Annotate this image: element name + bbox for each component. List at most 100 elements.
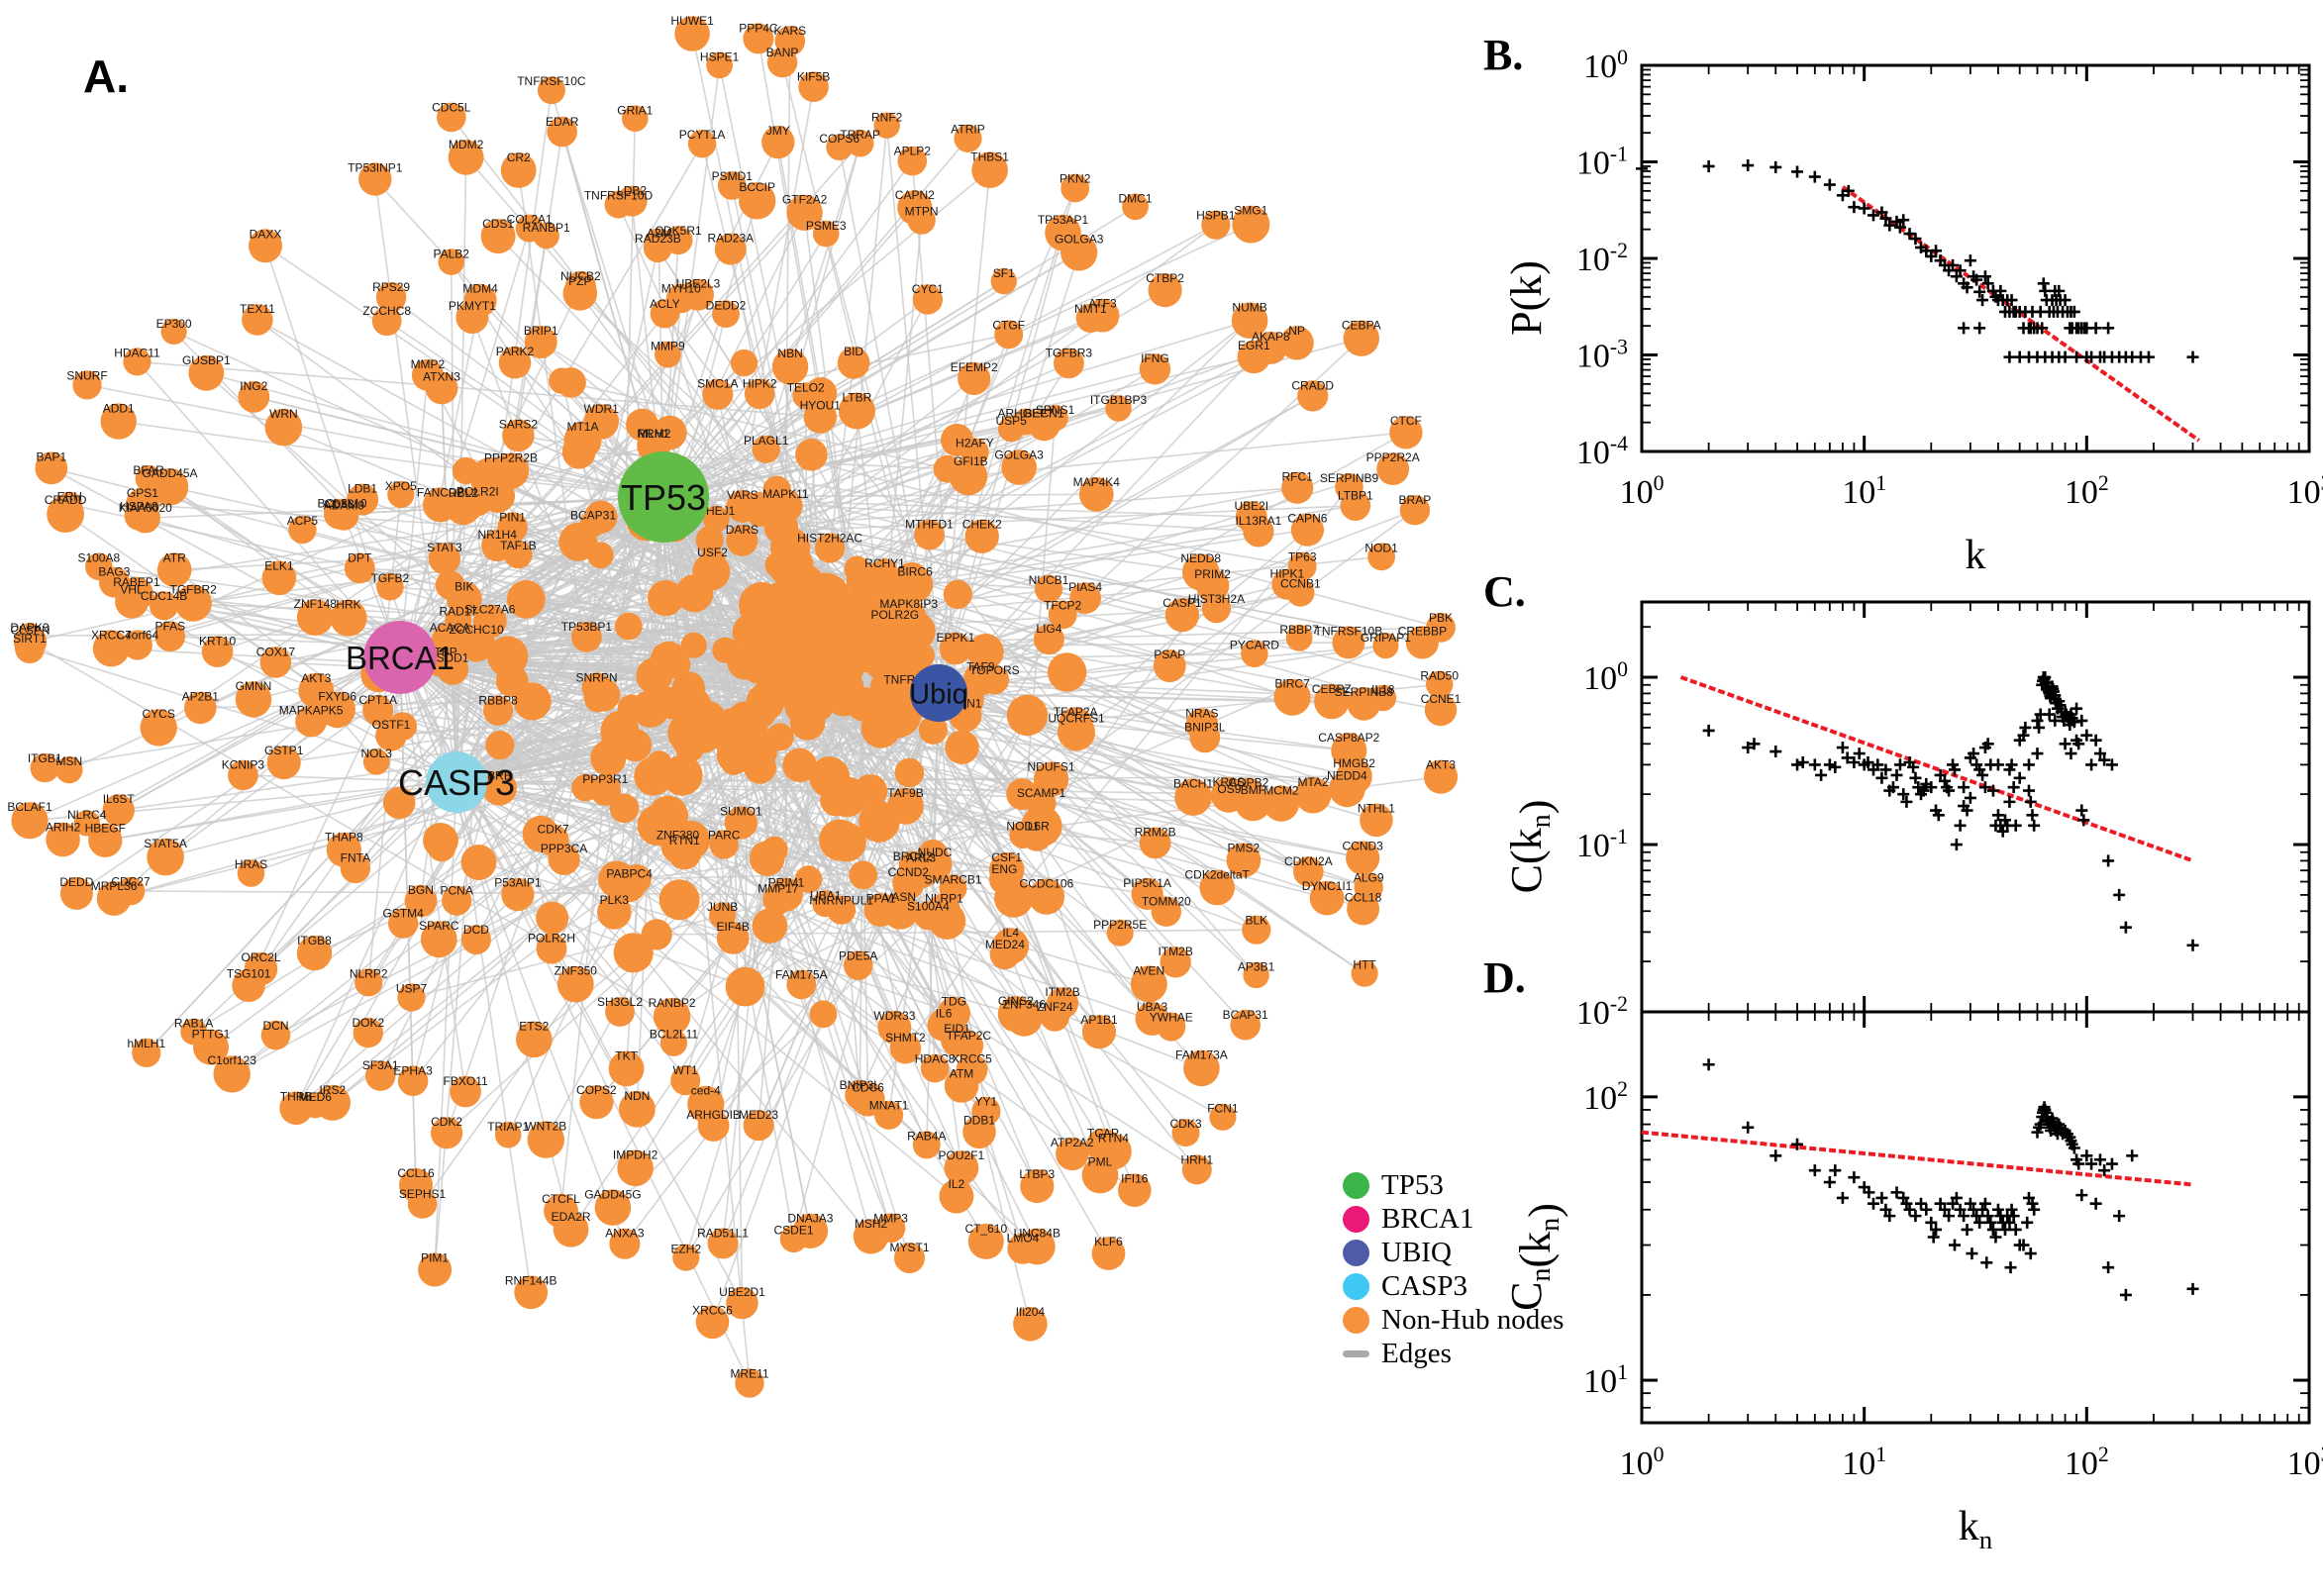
non-hub-node[interactable] (88, 823, 123, 857)
non-hub-node[interactable] (803, 400, 837, 434)
non-hub-node[interactable] (228, 759, 258, 791)
non-hub-node[interactable] (563, 421, 602, 459)
non-hub-node[interactable] (1157, 1012, 1186, 1042)
non-hub-node[interactable] (1033, 624, 1064, 655)
non-hub-node[interactable] (442, 885, 472, 916)
non-hub-node[interactable] (609, 793, 640, 824)
non-hub-node[interactable] (295, 705, 327, 738)
non-hub-node[interactable] (702, 505, 730, 533)
non-hub-node[interactable] (1153, 649, 1186, 683)
non-hub-node[interactable] (261, 560, 297, 596)
non-hub-node[interactable] (547, 116, 577, 148)
non-hub-node[interactable] (548, 843, 580, 876)
non-hub-node[interactable] (237, 859, 265, 887)
non-hub-node[interactable] (1376, 452, 1410, 485)
hub-node-brca1[interactable] (363, 621, 437, 694)
non-hub-node[interactable] (1271, 568, 1303, 600)
non-hub-node[interactable] (376, 572, 404, 601)
non-hub-node[interactable] (730, 349, 758, 377)
non-hub-node[interactable] (1243, 961, 1269, 989)
non-hub-node[interactable] (1060, 173, 1090, 203)
non-hub-node[interactable] (764, 550, 792, 579)
non-hub-node[interactable] (480, 219, 516, 254)
non-hub-node[interactable] (418, 1252, 453, 1287)
non-hub-node[interactable] (768, 488, 803, 524)
non-hub-node[interactable] (614, 612, 643, 641)
non-hub-node[interactable] (709, 830, 739, 859)
non-hub-node[interactable] (1069, 582, 1101, 614)
non-hub-node[interactable] (513, 682, 552, 721)
non-hub-node[interactable] (1360, 803, 1393, 838)
non-hub-node[interactable] (553, 1211, 589, 1247)
non-hub-node[interactable] (500, 152, 537, 188)
non-hub-node[interactable] (927, 1008, 960, 1042)
non-hub-node[interactable] (994, 320, 1024, 349)
non-hub-node[interactable] (792, 382, 820, 410)
non-hub-node[interactable] (761, 648, 793, 680)
non-hub-node[interactable] (812, 220, 840, 248)
non-hub-node[interactable] (1309, 880, 1345, 916)
non-hub-node[interactable] (460, 845, 497, 880)
non-hub-node[interactable] (482, 770, 517, 806)
non-hub-node[interactable] (1054, 348, 1084, 379)
non-hub-node[interactable] (411, 358, 444, 391)
non-hub-node[interactable] (944, 1150, 979, 1185)
non-hub-node[interactable] (1297, 380, 1329, 412)
non-hub-node[interactable] (404, 884, 438, 918)
non-hub-node[interactable] (382, 786, 416, 820)
non-hub-node[interactable] (726, 524, 758, 556)
hub-node-casp3[interactable] (426, 751, 487, 813)
non-hub-node[interactable] (1209, 1103, 1237, 1131)
non-hub-node[interactable] (589, 774, 622, 806)
non-hub-node[interactable] (431, 1117, 463, 1149)
non-hub-node[interactable] (1351, 959, 1378, 987)
non-hub-node[interactable] (344, 552, 375, 584)
non-hub-node[interactable] (702, 378, 734, 410)
non-hub-node[interactable] (515, 214, 544, 243)
non-hub-node[interactable] (213, 1055, 251, 1093)
non-hub-node[interactable] (798, 71, 829, 102)
non-hub-node[interactable] (1424, 693, 1458, 727)
non-hub-node[interactable] (832, 614, 866, 648)
non-hub-node[interactable] (506, 579, 546, 619)
non-hub-node[interactable] (622, 105, 649, 132)
non-hub-node[interactable] (102, 794, 135, 827)
non-hub-node[interactable] (502, 419, 535, 452)
non-hub-node[interactable] (897, 566, 934, 603)
non-hub-node[interactable] (497, 512, 528, 543)
non-hub-node[interactable] (887, 788, 924, 825)
non-hub-node[interactable] (653, 997, 691, 1036)
non-hub-node[interactable] (744, 750, 776, 784)
non-hub-node[interactable] (1164, 598, 1199, 633)
non-hub-node[interactable] (1290, 513, 1324, 547)
non-hub-node[interactable] (536, 933, 567, 964)
non-hub-node[interactable] (549, 367, 575, 394)
non-hub-node[interactable] (1426, 670, 1454, 698)
non-hub-node[interactable] (437, 102, 466, 133)
non-hub-node[interactable] (782, 748, 817, 783)
non-hub-node[interactable] (1075, 303, 1105, 333)
non-hub-node[interactable] (1081, 1015, 1117, 1049)
non-hub-node[interactable] (536, 901, 569, 935)
non-hub-node[interactable] (964, 519, 999, 553)
non-hub-node[interactable] (1195, 568, 1230, 603)
non-hub-node[interactable] (524, 326, 557, 358)
non-hub-node[interactable] (387, 480, 415, 509)
non-hub-node[interactable] (726, 1286, 758, 1320)
non-hub-node[interactable] (1033, 761, 1069, 797)
hub-node-tp53[interactable] (618, 451, 709, 543)
non-hub-node[interactable] (397, 1065, 429, 1096)
non-hub-node[interactable] (266, 746, 301, 780)
non-hub-node[interactable] (1078, 476, 1114, 512)
non-hub-node[interactable] (680, 632, 707, 658)
non-hub-node[interactable] (264, 408, 303, 447)
non-hub-node[interactable] (1059, 707, 1093, 742)
non-hub-node[interactable] (826, 134, 854, 161)
non-hub-node[interactable] (786, 194, 823, 231)
non-hub-node[interactable] (11, 802, 49, 840)
non-hub-node[interactable] (184, 691, 217, 725)
non-hub-node[interactable] (55, 755, 83, 784)
non-hub-node[interactable] (875, 1213, 906, 1244)
non-hub-node[interactable] (375, 719, 407, 751)
non-hub-node[interactable] (1201, 594, 1231, 624)
